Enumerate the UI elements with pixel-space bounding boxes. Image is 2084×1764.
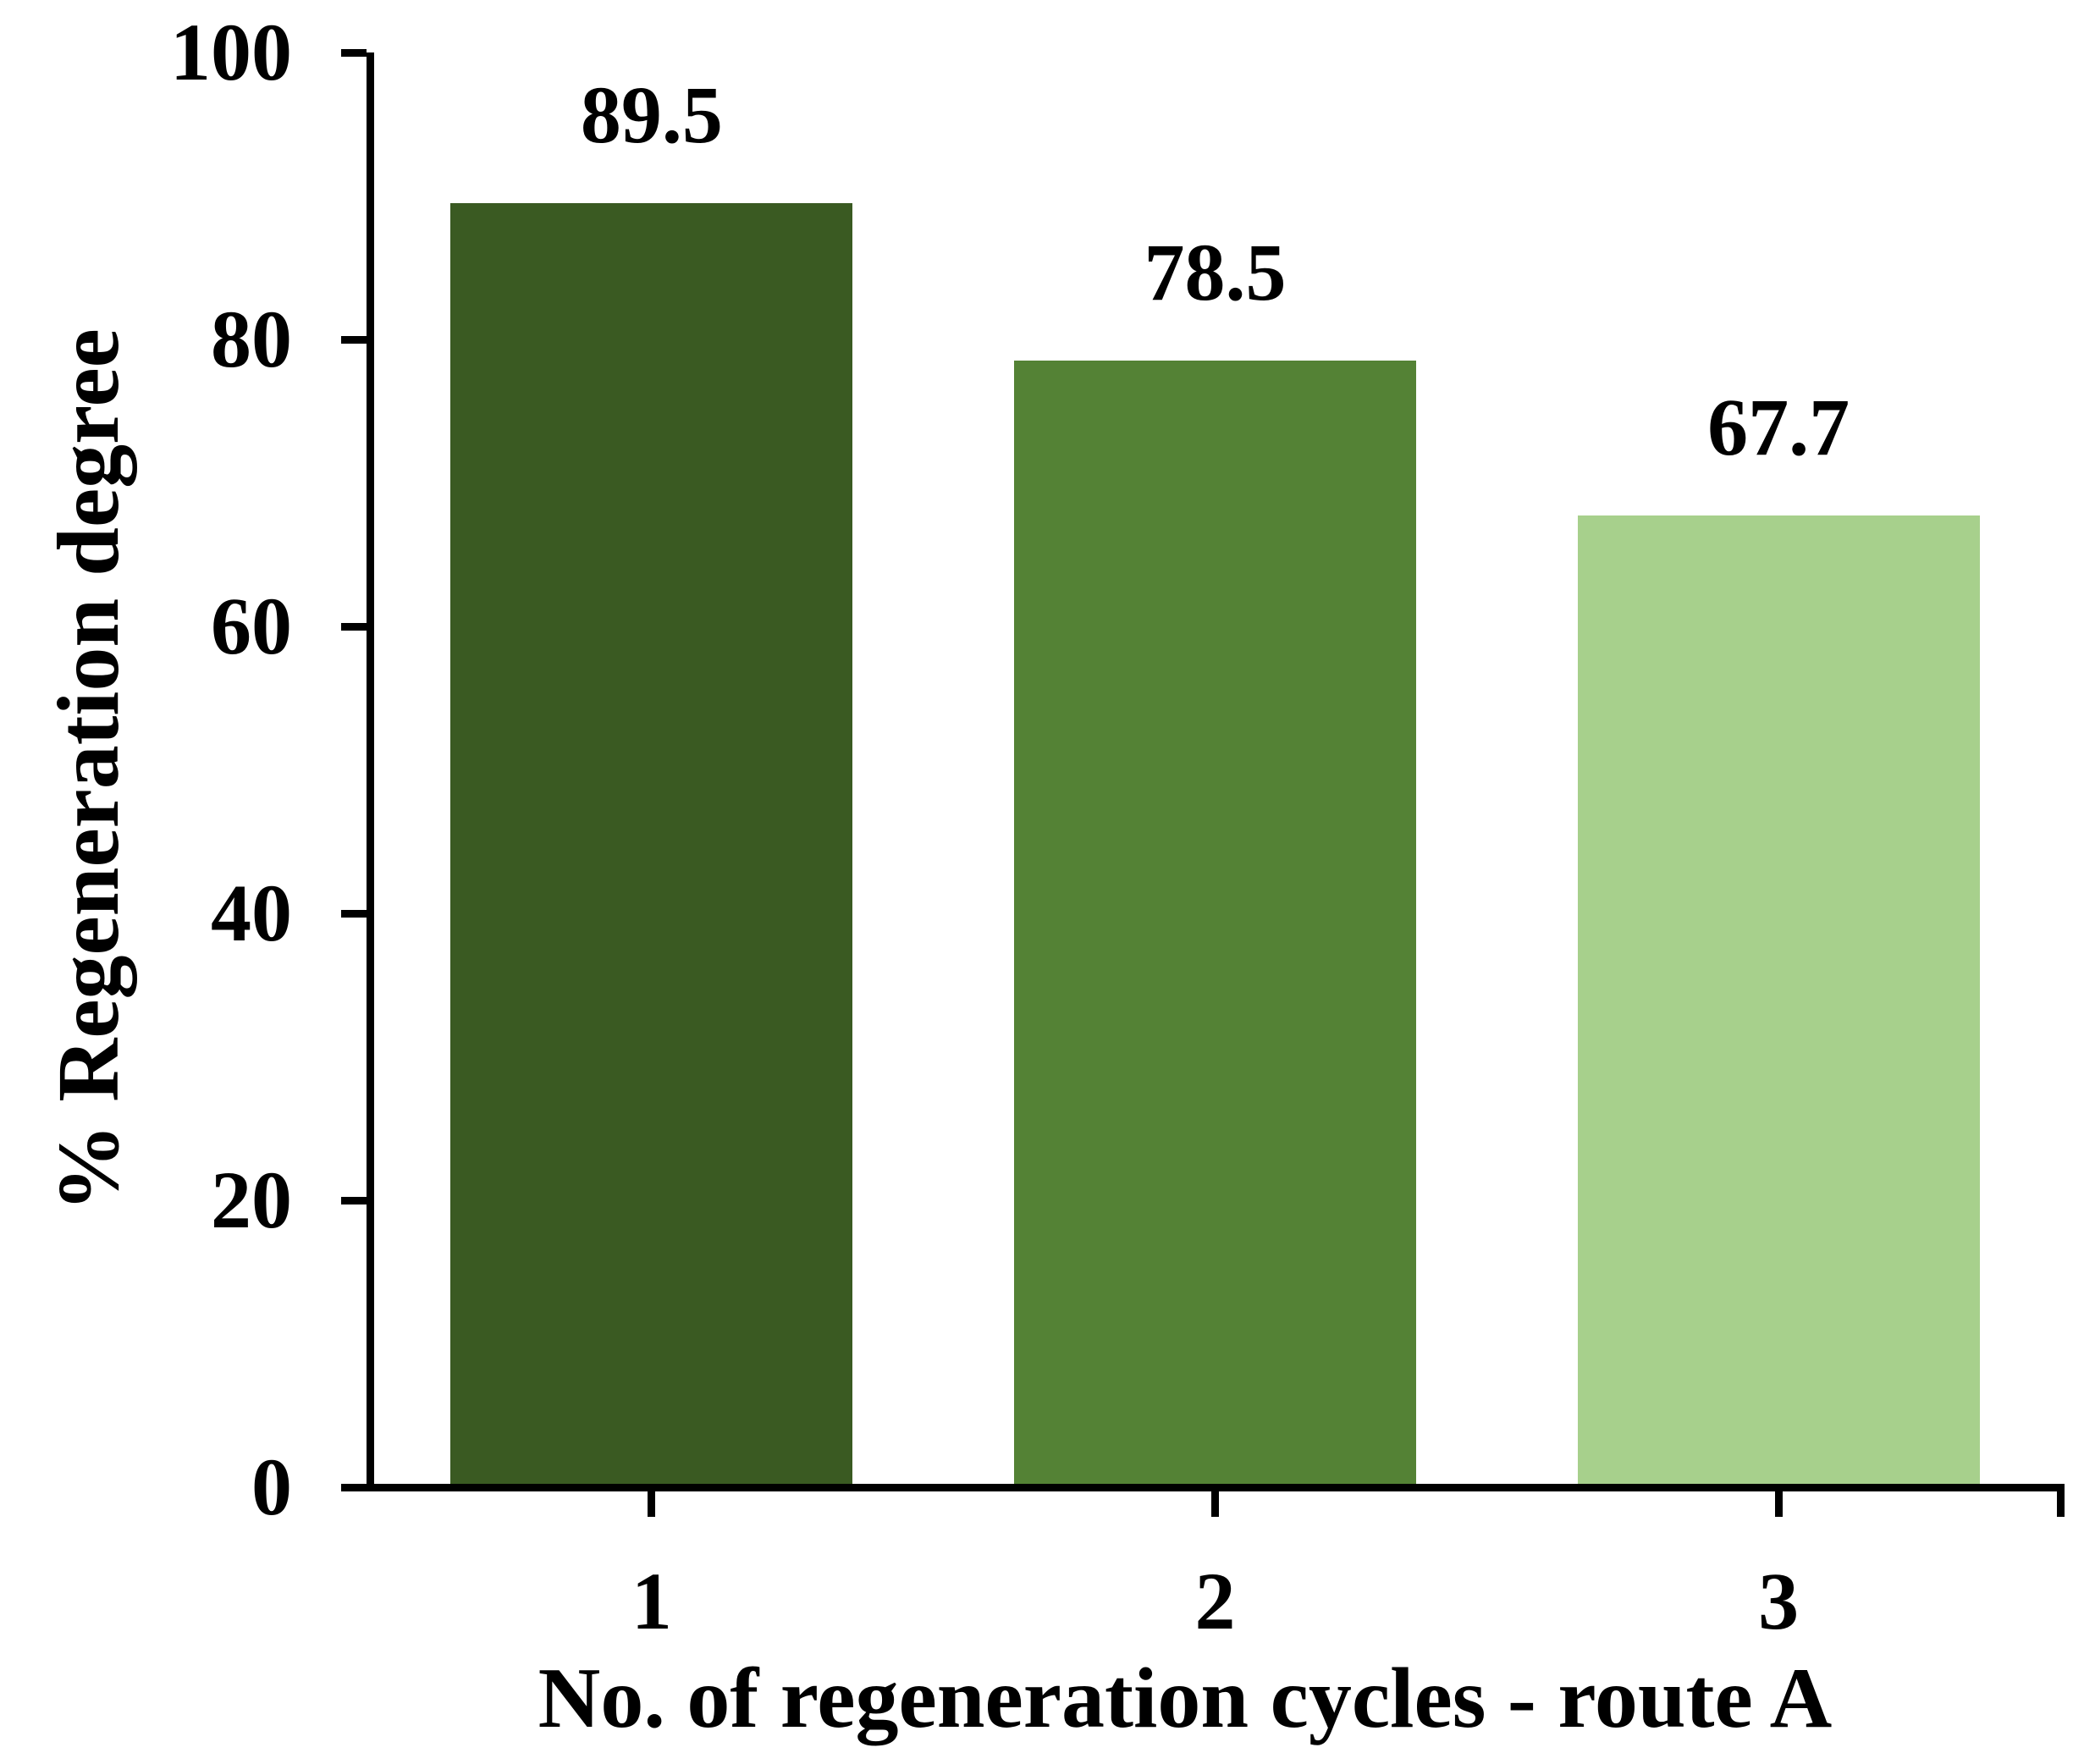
bar: [450, 202, 853, 1487]
x-tick-label: 2: [1194, 1556, 1236, 1646]
x-tick-mark: [1774, 1491, 1783, 1517]
y-tick-label: 80: [211, 294, 292, 384]
y-axis-label: % Regeneration degree: [40, 328, 137, 1212]
y-tick-mark: [340, 335, 367, 344]
bar: [1014, 361, 1416, 1487]
x-axis-end-tick-mark: [2056, 1483, 2065, 1517]
x-tick-label: 1: [631, 1556, 672, 1646]
bar-value-label: 78.5: [1144, 227, 1287, 318]
y-tick-mark: [340, 48, 367, 57]
bar-value-label: 67.7: [1707, 382, 1850, 473]
y-tick-label: 60: [211, 581, 292, 671]
x-tick-label: 3: [1758, 1556, 1800, 1646]
x-tick-mark: [648, 1491, 656, 1517]
bar-value-label: 89.5: [580, 69, 723, 160]
x-tick-mark: [1211, 1491, 1219, 1517]
x-axis-label: No. of regeneration cycles - route A: [538, 1651, 1833, 1746]
y-tick-mark: [340, 622, 367, 631]
y-tick-label: 20: [211, 1155, 292, 1245]
y-tick-label: 100: [170, 7, 292, 97]
bar: [1577, 515, 1980, 1487]
y-tick-label: 40: [211, 868, 292, 958]
y-tick-mark: [340, 909, 367, 918]
y-axis-line: [366, 52, 374, 1491]
x-axis-line: [340, 1483, 2060, 1491]
y-tick-mark: [340, 1196, 367, 1204]
y-tick-label: 0: [251, 1442, 292, 1532]
